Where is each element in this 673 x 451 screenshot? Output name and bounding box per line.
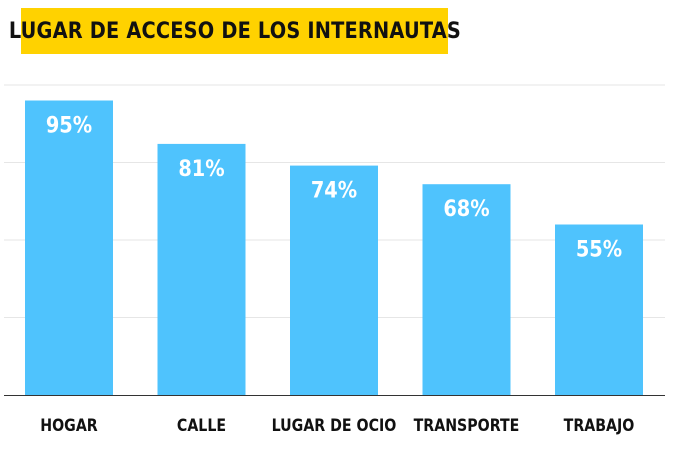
data-label: 81% bbox=[178, 156, 225, 181]
category-label: TRABAJO bbox=[564, 416, 635, 435]
bars bbox=[25, 100, 643, 395]
category-label: TRANSPORTE bbox=[414, 416, 520, 435]
chart-title-box: LUGAR DE ACCESO DE LOS INTERNAUTAS bbox=[8, 8, 460, 54]
data-label: 68% bbox=[443, 196, 490, 221]
data-label: 74% bbox=[311, 177, 358, 202]
data-label: 55% bbox=[576, 236, 623, 261]
bar-transporte bbox=[422, 184, 511, 395]
bar-hogar bbox=[25, 100, 113, 395]
bar-lugar-de-ocio bbox=[290, 165, 378, 395]
category-label: LUGAR DE OCIO bbox=[272, 416, 397, 435]
category-label: HOGAR bbox=[40, 416, 98, 435]
category-label: CALLE bbox=[177, 416, 226, 435]
category-labels: HOGAR CALLE LUGAR DE OCIO TRANSPORTE TRABAJO bbox=[40, 416, 634, 435]
data-labels: 95% 81% 74% 68% 55% bbox=[46, 112, 623, 261]
chart-title: LUGAR DE ACCESO DE LOS INTERNAUTAS bbox=[8, 18, 461, 44]
bar-trabajo bbox=[555, 224, 643, 395]
bar-calle bbox=[157, 143, 246, 395]
data-label: 95% bbox=[46, 112, 93, 137]
